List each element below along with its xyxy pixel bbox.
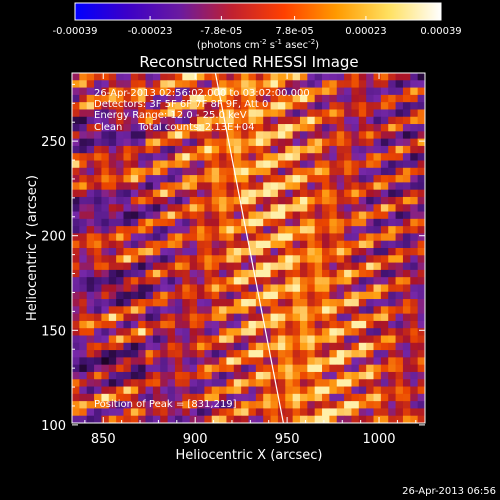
plot-title: Reconstructed RHESSI Image (139, 53, 358, 71)
colorbar-tick-label: -0.00023 (128, 26, 173, 37)
y-axis-ticks: 100 150 200 250 (41, 83, 425, 434)
x-tick-label: 1000 (362, 432, 395, 447)
colorbar-tick-label: 0.00023 (345, 26, 386, 37)
y-tick-label: 200 (41, 230, 66, 245)
limb-curve (214, 73, 284, 423)
colorbar (74, 2, 442, 21)
x-tick-label: 850 (91, 432, 116, 447)
y-tick-label: 100 (41, 419, 66, 434)
info-line-detectors: Detectors: 3F 5F 6F 7F 8F 9F, Att 0 (94, 99, 268, 110)
colorbar-tick-label: 7.8e-05 (275, 26, 313, 37)
y-axis-title: Heliocentric Y (arcsec) (25, 175, 40, 321)
colorbar-tick-label: -7.8e-05 (200, 26, 242, 37)
info-line-energy: Energy Range: 12.0 - 25.0 keV (94, 110, 247, 121)
colorbar-units: (photons cm-2 s-1 asec-2) (197, 38, 319, 51)
colorbar-tick-label: 0.00039 (420, 26, 461, 37)
x-tick-label: 900 (183, 432, 208, 447)
info-line-clean: Clean Total counts: 2.13E+04 (94, 122, 254, 133)
y-tick-label: 250 (41, 135, 66, 150)
peak-position-label: Position of Peak = [831,219] (94, 399, 237, 410)
x-axis-title: Heliocentric X (arcsec) (176, 448, 323, 463)
footer-timestamp: 26-Apr-2013 06:56 (402, 486, 496, 497)
x-tick-label: 950 (275, 432, 300, 447)
heatmap-image (72, 73, 425, 423)
info-block: 26-Apr-2013 02:56:02.000 to 03:02:00.000… (94, 88, 310, 133)
info-line-time: 26-Apr-2013 02:56:02.000 to 03:02:00.000 (94, 88, 310, 99)
colorbar-tick-label: -0.00039 (53, 26, 98, 37)
y-tick-label: 150 (41, 324, 66, 339)
colorbar-ticks (74, 16, 442, 20)
plot-frame (71, 72, 426, 424)
x-axis-ticks: 850 900 950 1000 (84, 73, 417, 447)
colorbar-tick-labels: -0.00039 -0.00023 -7.8e-05 7.8e-05 0.00023 0.… (53, 26, 462, 37)
